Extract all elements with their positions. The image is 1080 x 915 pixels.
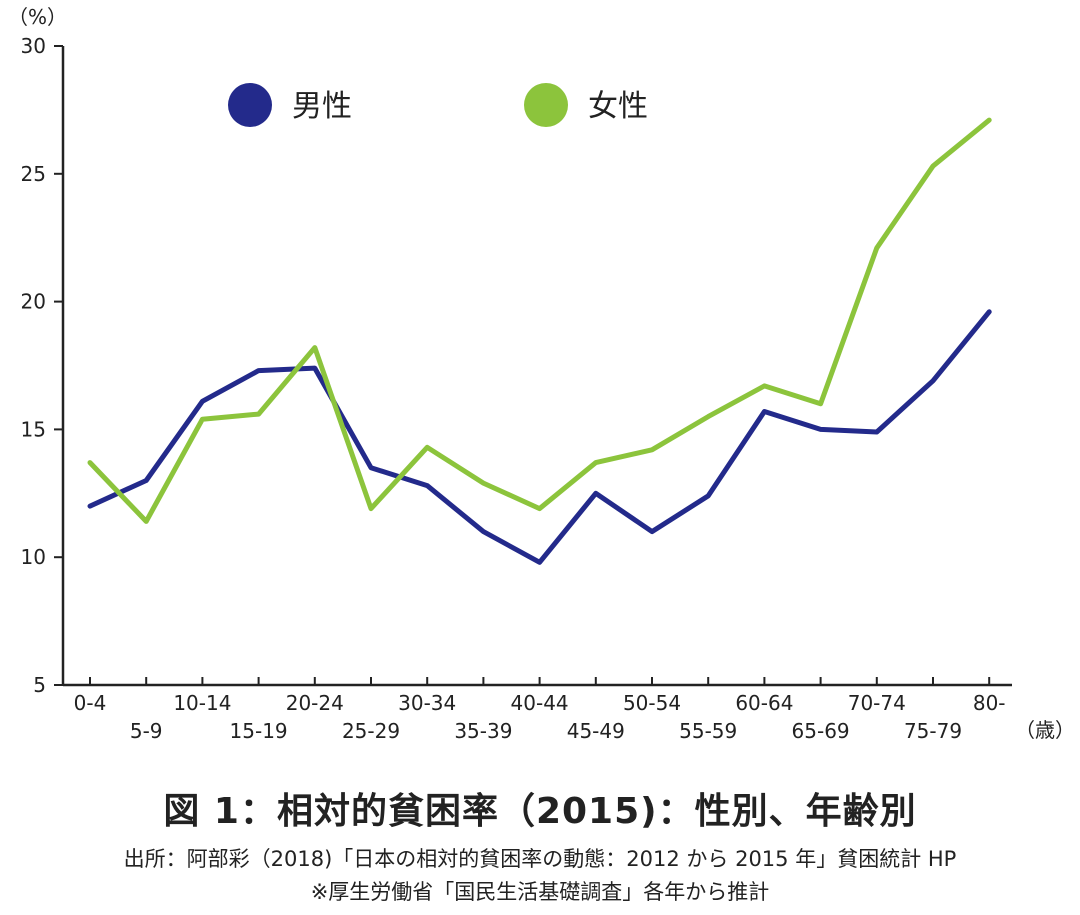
x-tick-label: 75-79 xyxy=(904,719,962,743)
x-tick-label: 5-9 xyxy=(130,719,163,743)
y-tick-label: 5 xyxy=(33,673,46,697)
y-tick-label: 30 xyxy=(21,34,46,58)
x-tick-label: 20-24 xyxy=(286,691,344,715)
x-tick-label: 10-14 xyxy=(173,691,231,715)
series-layer xyxy=(87,117,992,565)
x-tick-label: 80- xyxy=(973,691,1006,715)
y-tick-label: 15 xyxy=(21,417,46,441)
x-axis: 0-4 5-9 10-14 15-19 20-24 25-29 30-34 35-39 40-4… xyxy=(63,677,1012,743)
y-tick-label: 10 xyxy=(21,545,46,569)
x-tick-label: 50-54 xyxy=(623,691,681,715)
x-tick-label: 15-19 xyxy=(230,719,288,743)
y-axis-unit-label: （%） xyxy=(8,5,67,29)
x-tick-label: 60-64 xyxy=(735,691,793,715)
legend: 男性 女性 xyxy=(228,83,648,127)
x-tick-label: 0-4 xyxy=(74,691,107,715)
series-line-female xyxy=(87,117,992,524)
x-tick-label: 55-59 xyxy=(679,719,737,743)
chart-title: 図 1：相対的貧困率（2015)：性別、年齢別 xyxy=(163,791,917,832)
legend-label: 男性 xyxy=(292,89,352,124)
source-footnote: ※厚生労働省「国民生活基礎調査」各年から推計 xyxy=(310,880,770,904)
legend-marker xyxy=(524,83,568,127)
line-chart: （%） 5 10 15 20 25 30 0-4 5-9 10-14 15-19 20-24 25-… xyxy=(8,5,1075,743)
x-tick-label: 70-74 xyxy=(848,691,906,715)
x-tick-label: 35-39 xyxy=(454,719,512,743)
x-tick-label: 65-69 xyxy=(792,719,850,743)
x-tick-label: 25-29 xyxy=(342,719,400,743)
x-tick-label: 45-49 xyxy=(567,719,625,743)
x-tick-label: 40-44 xyxy=(511,691,569,715)
legend-label: 女性 xyxy=(588,89,648,124)
y-tick-label: 20 xyxy=(21,290,46,314)
y-axis: 5 10 15 20 25 30 xyxy=(21,34,65,697)
legend-marker xyxy=(228,83,272,127)
y-tick-label: 25 xyxy=(21,162,46,186)
x-axis-unit-label: （歳） xyxy=(1015,718,1075,742)
source-note: 出所：阿部彩（2018)「日本の相対的貧困率の動態：2012 から 2015 年… xyxy=(123,847,957,871)
x-tick-label: 30-34 xyxy=(398,691,456,715)
series-line-male xyxy=(87,309,992,565)
